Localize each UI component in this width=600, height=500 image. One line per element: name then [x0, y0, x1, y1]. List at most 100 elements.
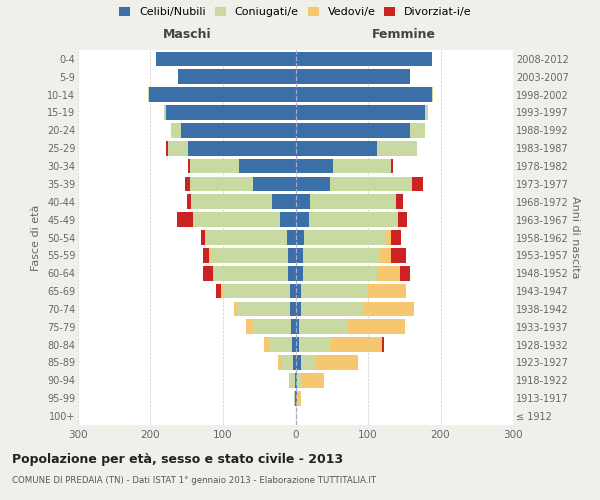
Bar	[291, 320, 296, 334]
Bar	[301, 373, 324, 388]
Bar	[209, 248, 211, 262]
Text: Popolazione per età, sesso e stato civile - 2013: Popolazione per età, sesso e stato civil…	[12, 452, 343, 466]
Bar	[296, 158, 333, 174]
Bar	[238, 302, 290, 316]
Bar	[410, 123, 425, 138]
Bar	[181, 123, 296, 138]
Bar	[289, 373, 290, 388]
Bar	[296, 141, 377, 156]
Legend: Celibi/Nubili, Coniugati/e, Vedovi/e, Divorziat­i/e: Celibi/Nubili, Coniugati/e, Vedovi/e, Di…	[119, 7, 472, 18]
Bar	[295, 391, 296, 406]
Bar	[412, 176, 423, 191]
Bar	[200, 230, 205, 245]
Bar	[310, 194, 395, 209]
Bar	[296, 338, 299, 352]
Bar	[166, 105, 296, 120]
Bar	[203, 266, 213, 280]
Bar	[395, 194, 396, 209]
Bar	[296, 248, 303, 262]
Bar	[301, 355, 316, 370]
Bar	[239, 158, 296, 174]
Bar	[377, 141, 416, 156]
Bar	[391, 248, 406, 262]
Bar	[188, 141, 296, 156]
Bar	[396, 194, 403, 209]
Text: Femmine: Femmine	[372, 28, 436, 40]
Bar	[296, 373, 297, 388]
Bar	[425, 105, 428, 120]
Bar	[368, 284, 406, 298]
Bar	[303, 248, 380, 262]
Bar	[296, 230, 304, 245]
Bar	[272, 194, 296, 209]
Bar	[296, 284, 301, 298]
Bar	[391, 230, 401, 245]
Bar	[299, 338, 329, 352]
Bar	[246, 320, 253, 334]
Bar	[287, 230, 296, 245]
Bar	[349, 320, 405, 334]
Bar	[191, 194, 272, 209]
Bar	[377, 266, 400, 280]
Bar	[156, 52, 296, 66]
Bar	[297, 373, 301, 388]
Bar	[297, 391, 301, 406]
Bar	[205, 230, 206, 245]
Text: Maschi: Maschi	[163, 28, 211, 40]
Bar	[303, 266, 377, 280]
Bar	[400, 266, 410, 280]
Bar	[296, 355, 301, 370]
Bar	[385, 230, 391, 245]
Bar	[288, 266, 296, 280]
Bar	[301, 302, 364, 316]
Bar	[253, 320, 291, 334]
Bar	[299, 320, 349, 334]
Bar	[253, 176, 296, 191]
Bar	[316, 355, 358, 370]
Bar	[278, 355, 282, 370]
Bar	[178, 70, 296, 84]
Bar	[304, 230, 385, 245]
Bar	[194, 212, 280, 227]
Bar	[382, 338, 384, 352]
Bar	[296, 194, 310, 209]
Bar	[398, 212, 407, 227]
Bar	[391, 158, 394, 174]
Y-axis label: Anni di nascita: Anni di nascita	[570, 196, 580, 279]
Bar	[206, 230, 287, 245]
Bar	[333, 158, 391, 174]
Bar	[295, 373, 296, 388]
Bar	[203, 248, 209, 262]
Bar	[296, 266, 303, 280]
Bar	[296, 212, 308, 227]
Bar	[296, 320, 299, 334]
Bar	[290, 302, 296, 316]
Bar	[296, 88, 432, 102]
Bar	[294, 391, 295, 406]
Bar	[214, 266, 288, 280]
Bar	[282, 355, 293, 370]
Bar	[331, 176, 412, 191]
Bar	[178, 212, 193, 227]
Bar	[380, 248, 391, 262]
Bar	[188, 158, 190, 174]
Bar	[187, 194, 191, 209]
Bar	[290, 373, 295, 388]
Bar	[213, 266, 214, 280]
Text: COMUNE DI PREDAIA (TN) - Dati ISTAT 1° gennaio 2013 - Elaborazione TUTTITALIA.IT: COMUNE DI PREDAIA (TN) - Dati ISTAT 1° g…	[12, 476, 376, 485]
Bar	[211, 248, 288, 262]
Bar	[288, 248, 296, 262]
Bar	[296, 105, 425, 120]
Bar	[223, 284, 290, 298]
Bar	[301, 284, 368, 298]
Bar	[185, 176, 190, 191]
Bar	[265, 338, 270, 352]
Bar	[397, 212, 398, 227]
Bar	[292, 338, 296, 352]
Bar	[221, 284, 223, 298]
Bar	[296, 52, 432, 66]
Bar	[193, 212, 194, 227]
Bar	[296, 176, 331, 191]
Bar	[164, 105, 166, 120]
Bar	[296, 302, 301, 316]
